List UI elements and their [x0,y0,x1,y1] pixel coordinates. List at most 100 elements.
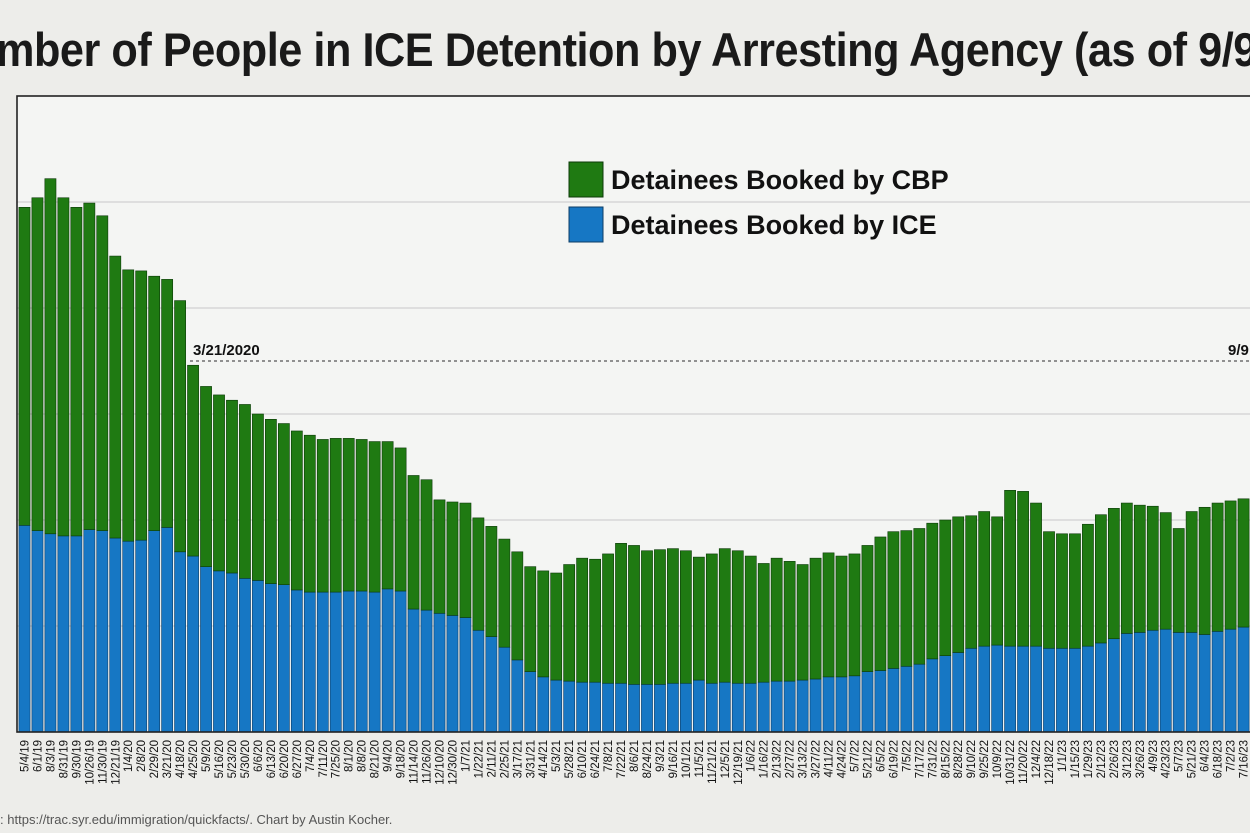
bar-cbp [537,570,550,678]
bar-ice [187,555,199,733]
bar-cbp [615,543,627,684]
bar-ice [459,617,472,733]
bar-ice [537,676,550,733]
bar-ice [991,644,1004,733]
bar-cbp [316,439,329,593]
bar-cbp [174,300,186,553]
bar-ice [174,551,186,733]
x-tick-label: 6/18/23 [1213,740,1225,778]
bar-ice [316,591,329,733]
bar-cbp [692,556,705,681]
legend-swatch [568,161,604,198]
x-tick-label: 10/31/22 [1005,740,1017,785]
bar-cbp [226,399,238,574]
bar-cbp [239,404,251,579]
x-tick-label: 3/17/21 [512,740,524,778]
bar-cbp [187,364,199,557]
bar-ice [563,680,576,733]
bar-cbp [874,536,887,671]
bar-ice [978,645,991,733]
bar-cbp [1017,491,1029,647]
bar-ice [576,681,589,733]
x-tick-label: 1/1/23 [1057,740,1069,772]
bar-cbp [1237,498,1250,628]
bar-cbp [978,511,991,647]
x-tick-label: 12/5/21 [720,740,732,778]
bar-ice [122,540,135,733]
bar-ice [1198,634,1211,733]
x-tick-label: 4/23/23 [1161,740,1173,778]
bar-ice [1133,632,1146,733]
x-tick-label: 9/25/22 [979,740,991,778]
bar-cbp [355,439,368,592]
x-tick-label: 3/31/21 [525,740,537,778]
x-tick-label: 10/1/21 [681,740,693,778]
x-tick-label: 10/26/19 [84,740,96,785]
bar-cbp [265,418,277,584]
x-tick-label: 1/15/23 [1070,740,1082,778]
bar-ice [667,682,679,733]
legend-label: Detainees Booked by CBP [611,165,949,195]
bar-ice [1146,629,1159,733]
x-tick-label: 6/19/22 [888,740,900,778]
bar-cbp [628,545,640,685]
bar-cbp [550,572,563,681]
bar-cbp [589,558,601,683]
bar-ice [641,683,653,733]
bar-ice [109,537,122,733]
x-tick-label: 3/26/23 [1135,740,1147,778]
x-tick-label: 6/6/20 [253,740,265,772]
x-tick-label: 12/19/21 [733,740,745,785]
bar-ice [342,590,355,733]
bar-cbp [783,561,796,682]
x-tick-label: 11/20/22 [1018,740,1030,784]
x-tick-label: 5/16/20 [214,740,226,778]
x-tick-label: 9/3/21 [655,740,667,772]
bar-ice [628,683,640,733]
bar-ice [744,682,757,733]
bar-ice [1107,638,1120,733]
bar-ice [44,533,57,733]
bar-ice [1043,647,1055,733]
bar-cbp [757,563,770,683]
x-tick-label: 2/8/20 [136,740,148,772]
x-tick-label: 7/17/22 [914,740,926,778]
x-tick-label: 11/26/20 [422,740,434,784]
x-tick-label: 5/23/20 [227,740,239,778]
bar-ice [407,608,420,733]
bar-ice [796,679,809,733]
x-tick-label: 2/11/21 [486,740,498,778]
bar-cbp [667,548,679,684]
x-tick-label: 11/14/20 [409,740,421,784]
x-tick-label: 9/10/22 [966,740,978,778]
x-tick-label: 8/21/20 [370,740,382,778]
x-tick-label: 8/28/22 [953,740,965,778]
x-tick-label: 12/18/22 [1044,740,1056,785]
bar-ice [420,609,433,733]
bar-cbp [809,557,822,680]
annotation-label: 3/21/2020 [193,342,260,359]
x-tick-label: 5/30/20 [240,740,252,778]
bar-ice [1159,628,1172,733]
bar-cbp [705,553,718,684]
bar-ice [887,668,900,733]
x-tick-label: 8/24/21 [642,740,654,778]
bar-cbp [770,557,783,682]
x-tick-label: 12/4/22 [1031,740,1043,778]
bar-ice [265,583,277,733]
bar-cbp [900,530,913,667]
bar-cbp [135,270,148,541]
bar-ice [822,676,835,733]
x-tick-label: 3/27/22 [811,740,823,778]
legend-label: Detainees Booked by ICE [611,210,937,240]
bar-cbp [407,475,420,610]
bar-cbp [161,279,174,528]
bar-cbp [1159,512,1172,630]
bar-ice [939,655,952,733]
bar-ice [226,572,238,733]
bar-cbp [1198,506,1211,635]
bar-ice [1056,647,1068,733]
x-tick-label: 7/5/22 [901,740,913,772]
x-tick-label: 11/30/19 [97,740,109,784]
bar-cbp [96,215,109,531]
